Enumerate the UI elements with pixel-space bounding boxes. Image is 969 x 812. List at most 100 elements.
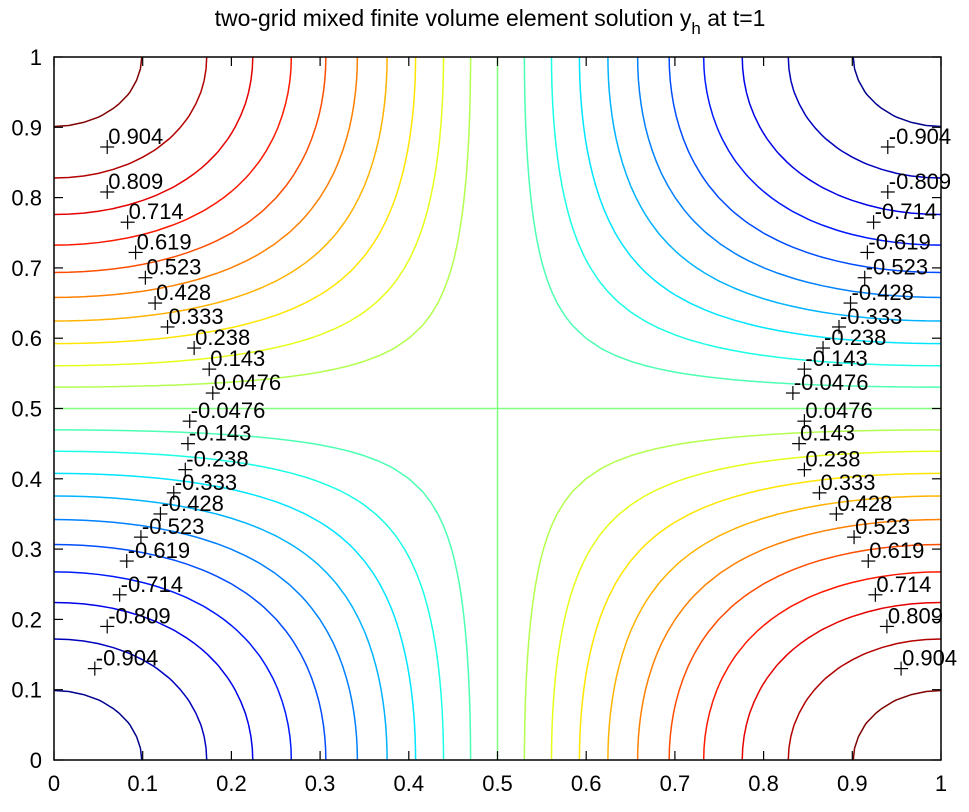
contour-label: -0.333 (166, 470, 237, 500)
chart-title: two-grid mixed finite volume element sol… (215, 5, 766, 38)
contour-label-text: -0.333 (175, 470, 237, 495)
contour-label-text: 0.238 (195, 325, 250, 350)
contour-label-text: 0.904 (902, 646, 957, 671)
contour-label-text: 0.714 (876, 572, 931, 597)
contour-label-text: -0.619 (868, 229, 930, 254)
chart-title-suffix: at t=1 (701, 5, 766, 31)
contour-line (53, 56, 942, 761)
contour-line (53, 56, 942, 761)
y-tick-label: 0.2 (11, 607, 42, 632)
contour-label: 0.809 (879, 603, 943, 634)
contour-label: 0.714 (868, 572, 931, 602)
y-tick-label: 0.5 (11, 397, 42, 422)
contour-label-text: -0.809 (108, 603, 170, 628)
contour-label: 0.428 (148, 280, 211, 311)
contour-label: 0.809 (100, 169, 163, 199)
y-tick-label: 0.7 (11, 256, 42, 281)
contour-label-text: -0.714 (875, 199, 937, 224)
contour-label: 0.238 (797, 447, 860, 477)
contour-line (53, 56, 942, 761)
contour-line (53, 56, 942, 761)
contour-label: 0.0476 (205, 370, 281, 401)
contour-label-text: -0.904 (96, 646, 158, 671)
contour-label-text: 0.714 (129, 199, 184, 224)
x-tick-label: 0.6 (571, 771, 602, 796)
contour-label: -0.143 (180, 421, 251, 451)
contour-line (53, 56, 942, 761)
contour-label: 0.428 (829, 491, 892, 521)
contour-label-text: 0.0476 (214, 370, 281, 395)
contour-label-text: 0.428 (156, 280, 211, 305)
x-tick-label: 0.3 (305, 771, 336, 796)
contour-lines (53, 56, 942, 761)
contour-line (53, 56, 942, 761)
contour-label-text: -0.523 (866, 255, 928, 280)
contour-label-text: 0.809 (888, 603, 943, 628)
contour-label: -0.523 (133, 514, 204, 545)
contour-label-text: -0.0476 (191, 398, 266, 423)
contour-label: 0.143 (792, 421, 855, 451)
contour-label: 0.619 (861, 538, 924, 569)
contour-label-text: 0.143 (800, 421, 855, 446)
x-tick-label: 0.8 (748, 771, 779, 796)
contour-label-text: -0.143 (189, 421, 251, 446)
contour-label-text: -0.0476 (794, 370, 869, 395)
contour-label: 0.333 (812, 470, 876, 500)
contour-label: 0.238 (187, 325, 250, 356)
contour-label: -0.523 (857, 255, 928, 285)
x-tick-label: 1 (935, 771, 947, 796)
contour-line (53, 56, 942, 761)
contour-label-text: 0.0476 (805, 398, 872, 423)
contour-label-text: 0.333 (820, 470, 875, 495)
contour-line (53, 56, 942, 761)
contour-line (53, 56, 942, 761)
contour-label: -0.238 (816, 325, 886, 356)
contour-line (53, 56, 942, 761)
contour-label-text: -0.714 (121, 572, 183, 597)
contour-label-text: 0.523 (855, 514, 910, 539)
x-tick-label: 0.1 (127, 771, 158, 796)
contour-label-text: 0.333 (169, 304, 224, 329)
contour-label: 0.333 (160, 304, 224, 334)
y-tick-label: 0 (30, 748, 42, 773)
contour-line (53, 56, 942, 761)
y-tick-label: 0.9 (11, 115, 42, 140)
chart-title-subscript: h (691, 19, 700, 38)
contour-label: 0.714 (120, 199, 184, 230)
contour-label-text: -0.238 (186, 447, 248, 472)
contour-label: 0.0476 (797, 398, 873, 429)
contour-line (53, 56, 942, 761)
chart-title-main: two-grid mixed finite volume element sol… (215, 5, 692, 31)
contour-label: 0.904 (100, 124, 163, 154)
contour-label-text: 0.904 (108, 124, 163, 149)
contour-label-text: 0.523 (146, 255, 201, 280)
y-tick-label: 0.3 (11, 537, 42, 562)
x-tick-label: 0.9 (837, 771, 868, 796)
contour-line (53, 56, 942, 761)
contour-label: 0.523 (138, 255, 201, 285)
contour-line (53, 56, 942, 761)
contour-label-text: 0.428 (837, 491, 892, 516)
contour-label-text: -0.428 (161, 491, 223, 516)
contour-line (53, 56, 942, 761)
x-tick-label: 0.2 (216, 771, 247, 796)
y-tick-label: 1 (30, 45, 42, 70)
contour-line (53, 56, 942, 761)
contour-label: -0.809 (100, 603, 171, 634)
contour-label-text: 0.809 (108, 169, 163, 194)
y-tick-label: 0.6 (11, 326, 42, 351)
contour-label-text: 0.619 (137, 229, 192, 254)
contour-line (53, 56, 942, 761)
contour-label: 0.619 (128, 229, 192, 260)
contour-label-text: -0.523 (142, 514, 204, 539)
contour-label: 0.904 (894, 646, 957, 676)
x-tick-label: 0.5 (482, 771, 513, 796)
contour-label: -0.143 (797, 346, 868, 377)
contour-label-text: -0.143 (805, 346, 867, 371)
contour-label-text: -0.904 (889, 124, 951, 149)
y-tick-label: 0.1 (11, 678, 42, 703)
contour-label-text: 0.143 (210, 346, 265, 371)
contour-line (53, 56, 942, 761)
contour-label-text: -0.238 (824, 325, 886, 350)
